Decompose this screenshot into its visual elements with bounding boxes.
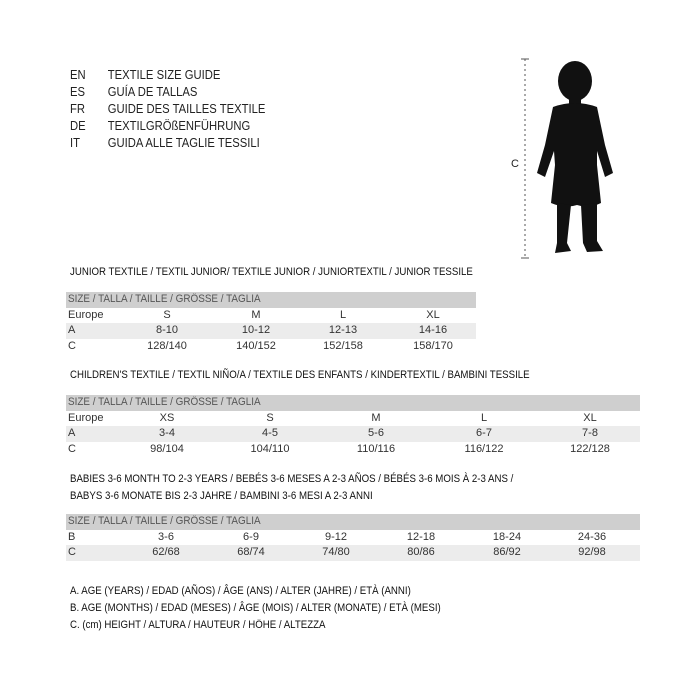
section-title: BABYS 3-6 MONATE BIS 2-3 JAHRE / BAMBINI… — [70, 490, 373, 502]
language-title: GUÍA DE TALLAS — [107, 85, 198, 99]
babies-size-table: SIZE / TALLA / TAILLE / GRÖSSE / TAGLIA B… — [66, 514, 640, 562]
table-cell: L — [480, 411, 488, 424]
language-title: GUIDA ALLE TAGLIE TESSILI — [107, 136, 260, 150]
language-line: FR GUIDE DES TAILLES TEXTILE — [70, 101, 265, 118]
table-header-row: SIZE / TALLA / TAILLE / GRÖSSE / TAGLIA — [66, 292, 476, 308]
table-cell: 128/140 — [147, 340, 187, 353]
language-line: EN TEXTILE SIZE GUIDE — [70, 67, 220, 84]
table-header: SIZE / TALLA / TAILLE / GRÖSSE / TAGLIA — [68, 396, 261, 408]
table-cell: M — [371, 411, 381, 424]
table-header: SIZE / TALLA / TAILLE / GRÖSSE / TAGLIA — [68, 515, 261, 527]
junior-size-table: SIZE / TALLA / TAILLE / GRÖSSE / TAGLIA E… — [66, 292, 476, 355]
child-silhouette-icon — [521, 58, 613, 259]
table-cell: 12-18 — [406, 530, 436, 543]
language-title: TEXTILE SIZE GUIDE — [107, 68, 221, 82]
row-label: A — [68, 427, 76, 440]
table-cell: 152/158 — [323, 340, 363, 353]
table-cell: 80/86 — [407, 546, 435, 559]
language-code: IT — [70, 136, 80, 150]
table-row: A 3-4 4-5 5-6 6-7 7-8 — [66, 426, 640, 443]
table-cell: S — [266, 411, 274, 424]
table-cell: 92/98 — [578, 546, 606, 559]
child-silhouette-figure: C — [505, 55, 625, 270]
table-cell: 74/80 — [322, 546, 350, 559]
table-row: C 98/104 104/110 110/116 116/122 122/128 — [66, 442, 640, 458]
table-cell: 3-6 — [158, 530, 174, 543]
section-title: BABIES 3-6 MONTH TO 2-3 YEARS / BEBÉS 3-… — [70, 473, 514, 485]
language-line: ES GUÍA DE TALLAS — [70, 84, 197, 101]
language-code: FR — [70, 102, 86, 116]
table-cell: 158/170 — [413, 340, 453, 353]
table-cell: 86/92 — [493, 546, 521, 559]
table-cell: M — [251, 308, 261, 321]
row-label: C — [68, 340, 76, 353]
table-cell: 3-4 — [159, 427, 175, 440]
language-title: GUIDE DES TAILLES TEXTILE — [107, 102, 266, 116]
table-cell: 62/68 — [152, 546, 180, 559]
table-cell: 6-9 — [243, 530, 259, 543]
table-cell: L — [339, 308, 347, 321]
table-cell: XL — [583, 411, 597, 424]
row-label: C — [68, 443, 76, 456]
table-row: C 62/68 68/74 74/80 80/86 86/92 92/98 — [66, 545, 640, 562]
table-cell: 9-12 — [324, 530, 348, 543]
table-cell: 24-36 — [577, 530, 607, 543]
table-row: Europe XS S M L XL — [66, 411, 640, 427]
language-code: DE — [70, 119, 86, 133]
table-cell: 7-8 — [582, 427, 598, 440]
table-cell: 14-16 — [418, 324, 448, 337]
measure-label-c: C — [511, 158, 519, 170]
row-label: B — [68, 530, 76, 543]
table-cell: XS — [159, 411, 175, 424]
language-line: IT GUIDA ALLE TAGLIE TESSILI — [70, 135, 260, 152]
table-cell: 110/116 — [356, 443, 396, 456]
table-cell: 122/128 — [570, 443, 610, 456]
table-row: B 3-6 6-9 9-12 12-18 18-24 24-36 — [66, 530, 640, 546]
table-row: A 8-10 10-12 12-13 14-16 — [66, 323, 476, 340]
table-cell: 98/104 — [150, 443, 184, 456]
table-row: C 128/140 140/152 152/158 158/170 — [66, 339, 476, 355]
legend-line: A. AGE (YEARS) / EDAD (AÑOS) / ÂGE (ANS)… — [70, 585, 411, 597]
table-cell: S — [163, 308, 171, 321]
row-label: A — [68, 324, 76, 337]
table-cell: 4-5 — [262, 427, 278, 440]
table-cell: 6-7 — [476, 427, 492, 440]
language-code: ES — [70, 85, 86, 99]
table-row: Europe S M L XL — [66, 308, 476, 324]
table-cell: 116/122 — [464, 443, 504, 456]
table-cell: 12-13 — [328, 324, 358, 337]
row-label: Europe — [68, 411, 104, 424]
legend-line: C. (cm) HEIGHT / ALTURA / HAUTEUR / HÖHE… — [70, 619, 326, 631]
table-cell: 68/74 — [237, 546, 265, 559]
table-header: SIZE / TALLA / TAILLE / GRÖSSE / TAGLIA — [68, 293, 261, 305]
row-label: C — [68, 546, 76, 559]
table-cell: XL — [426, 308, 440, 321]
table-cell: 104/110 — [250, 443, 290, 456]
row-label: Europe — [68, 308, 104, 321]
table-header-row: SIZE / TALLA / TAILLE / GRÖSSE / TAGLIA — [66, 395, 640, 411]
section-title: JUNIOR TEXTILE / TEXTIL JUNIOR/ TEXTILE … — [70, 266, 473, 278]
table-cell: 10-12 — [241, 324, 271, 337]
language-line: DE TEXTILGRÖßENFÜHRUNG — [70, 118, 250, 135]
children-size-table: SIZE / TALLA / TAILLE / GRÖSSE / TAGLIA E… — [66, 395, 640, 458]
legend-line: B. AGE (MONTHS) / EDAD (MESES) / ÂGE (MO… — [70, 602, 441, 614]
table-cell: 18-24 — [492, 530, 522, 543]
table-cell: 8-10 — [155, 324, 179, 337]
language-title: TEXTILGRÖßENFÜHRUNG — [107, 119, 251, 133]
section-title: CHILDREN'S TEXTILE / TEXTIL NIÑO/A / TEX… — [70, 369, 530, 381]
table-header-row: SIZE / TALLA / TAILLE / GRÖSSE / TAGLIA — [66, 514, 640, 530]
language-code: EN — [70, 68, 86, 82]
table-cell: 5-6 — [368, 427, 384, 440]
table-cell: 140/152 — [236, 340, 276, 353]
